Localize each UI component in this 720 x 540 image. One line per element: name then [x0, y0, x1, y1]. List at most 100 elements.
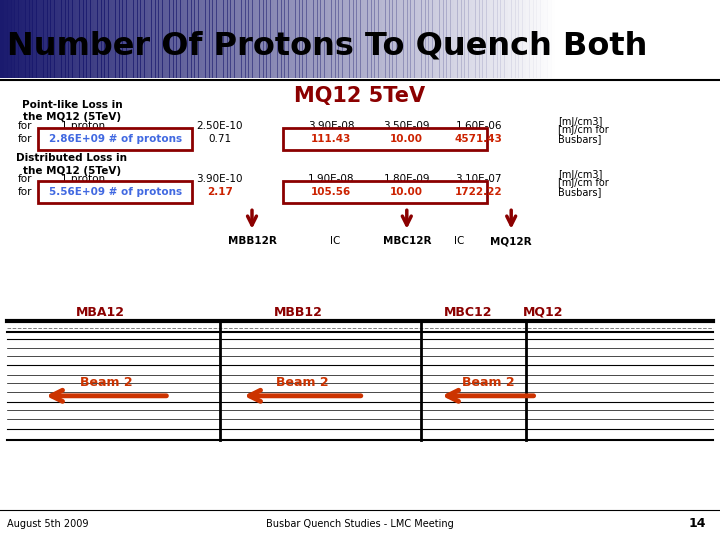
Text: 10.00: 10.00	[390, 134, 423, 144]
Bar	[176, 0, 181, 78]
Text: MBC12: MBC12	[444, 306, 492, 319]
Text: Beam 2: Beam 2	[80, 376, 133, 389]
Bar	[61, 0, 66, 78]
Bar	[76, 0, 80, 78]
Bar	[158, 0, 163, 78]
Bar	[716, 0, 720, 78]
Text: [mJ/cm3]: [mJ/cm3]	[558, 117, 603, 127]
Bar	[353, 0, 357, 78]
Bar	[302, 0, 307, 78]
Bar	[407, 0, 411, 78]
Bar	[281, 0, 285, 78]
Bar	[533, 0, 537, 78]
Bar	[713, 0, 717, 78]
Bar	[414, 0, 418, 78]
Bar	[11, 0, 15, 78]
Bar	[400, 0, 404, 78]
Bar	[637, 0, 642, 78]
Bar	[562, 0, 566, 78]
Bar	[482, 0, 487, 78]
Text: 2.50E-10: 2.50E-10	[197, 121, 243, 131]
Bar	[4, 0, 8, 78]
Bar	[706, 0, 710, 78]
Text: IC: IC	[454, 237, 464, 246]
Bar	[396, 0, 400, 78]
Bar	[274, 0, 278, 78]
Bar	[522, 0, 526, 78]
Bar	[241, 0, 246, 78]
FancyBboxPatch shape	[38, 128, 192, 150]
Text: MQ12: MQ12	[523, 306, 564, 319]
Bar	[238, 0, 242, 78]
Bar	[58, 0, 62, 78]
Bar	[468, 0, 472, 78]
Bar	[155, 0, 159, 78]
Text: 3.90E-08: 3.90E-08	[308, 121, 354, 131]
Bar	[461, 0, 465, 78]
Bar	[68, 0, 73, 78]
Bar	[515, 0, 519, 78]
Bar	[29, 0, 33, 78]
Bar	[288, 0, 292, 78]
Text: 1722.22: 1722.22	[455, 187, 503, 197]
Bar	[652, 0, 656, 78]
Bar	[104, 0, 109, 78]
Bar	[151, 0, 156, 78]
Bar	[497, 0, 501, 78]
Bar	[14, 0, 19, 78]
Bar	[634, 0, 638, 78]
Bar	[418, 0, 422, 78]
Bar	[79, 0, 84, 78]
Bar	[266, 0, 271, 78]
Bar	[25, 0, 30, 78]
Bar	[277, 0, 282, 78]
Bar	[43, 0, 48, 78]
Bar	[115, 0, 120, 78]
Bar	[306, 0, 310, 78]
Text: Point-like Loss in: Point-like Loss in	[22, 100, 122, 110]
Bar	[144, 0, 148, 78]
Bar	[36, 0, 40, 78]
Bar	[90, 0, 94, 78]
Text: for: for	[18, 121, 32, 131]
Bar	[180, 0, 184, 78]
Bar	[680, 0, 685, 78]
Bar	[698, 0, 703, 78]
Bar	[22, 0, 26, 78]
Text: 1 proton: 1 proton	[60, 121, 105, 131]
Bar	[234, 0, 238, 78]
Bar	[270, 0, 274, 78]
Bar	[464, 0, 469, 78]
Bar	[702, 0, 706, 78]
Text: Busbars]: Busbars]	[558, 187, 601, 197]
Text: for: for	[18, 187, 32, 197]
Bar	[349, 0, 354, 78]
Bar	[360, 0, 364, 78]
Bar	[317, 0, 321, 78]
Bar	[623, 0, 627, 78]
Text: MBB12R: MBB12R	[228, 237, 276, 246]
Bar	[367, 0, 372, 78]
Bar	[529, 0, 534, 78]
Bar	[659, 0, 663, 78]
Bar	[547, 0, 552, 78]
Bar	[252, 0, 256, 78]
Bar	[403, 0, 408, 78]
Bar	[328, 0, 332, 78]
Bar	[594, 0, 598, 78]
Bar	[194, 0, 199, 78]
Bar	[601, 0, 606, 78]
Bar	[598, 0, 602, 78]
Bar	[677, 0, 681, 78]
Bar	[0, 321, 720, 440]
Text: 1.80E-09: 1.80E-09	[384, 174, 430, 184]
Bar	[299, 0, 303, 78]
Text: [mJ/cm for: [mJ/cm for	[558, 178, 608, 188]
Bar	[94, 0, 98, 78]
Bar	[691, 0, 696, 78]
Bar	[245, 0, 249, 78]
Bar	[630, 0, 634, 78]
Text: 10.00: 10.00	[390, 187, 423, 197]
Bar	[662, 0, 667, 78]
Bar	[148, 0, 152, 78]
